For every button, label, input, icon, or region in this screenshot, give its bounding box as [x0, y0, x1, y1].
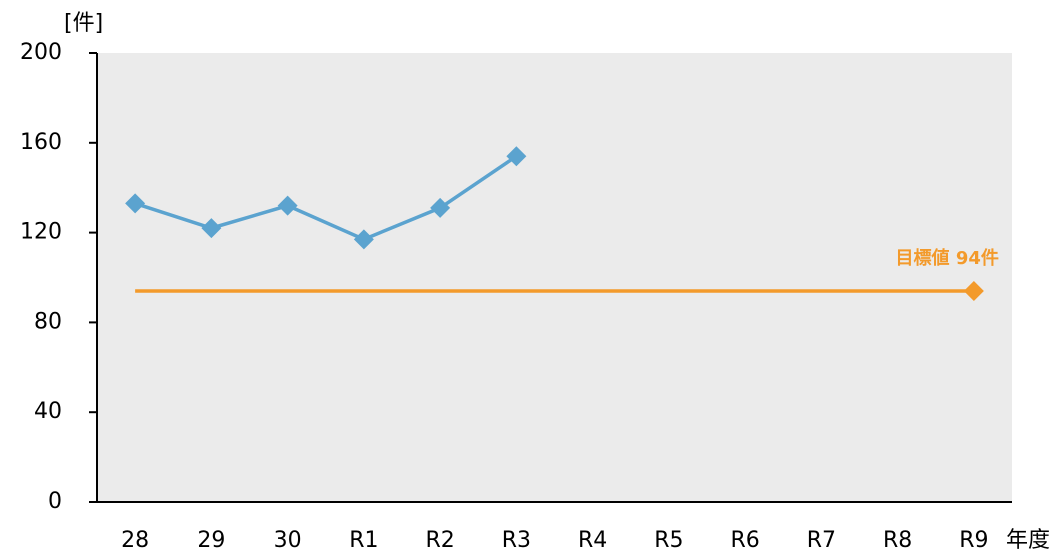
x-tick-label: R3	[502, 528, 531, 553]
x-axis-label: 年度	[1006, 528, 1050, 553]
y-tick-label: 120	[20, 220, 62, 245]
series-line	[134, 154, 518, 242]
x-tick-label: 30	[274, 528, 302, 553]
x-tick-label: R4	[578, 528, 607, 553]
plot-area	[97, 53, 1012, 502]
x-tick-label: R6	[730, 528, 759, 553]
y-tick-label: 0	[48, 489, 62, 514]
x-tick-label: R7	[807, 528, 836, 553]
x-tick-label: R1	[349, 528, 378, 553]
y-tick-label: 40	[34, 399, 62, 424]
y-tick-label: 80	[34, 309, 62, 334]
x-tick-label: R2	[425, 528, 454, 553]
marker	[201, 218, 222, 239]
annotation: 目標値 94件	[896, 247, 999, 269]
marker	[963, 280, 984, 301]
x-tick-label: 29	[197, 528, 225, 553]
marker	[353, 229, 374, 250]
marker	[506, 146, 527, 167]
marker	[125, 193, 146, 214]
y-tick-label: 200	[20, 40, 62, 65]
x-tick-label: R8	[883, 528, 912, 553]
y-axis-label: [件]	[64, 11, 103, 36]
marker	[430, 197, 451, 218]
x-tick-label: R5	[654, 528, 683, 553]
x-tick-label: 28	[121, 528, 149, 553]
marker	[277, 195, 298, 216]
y-tick-label: 160	[20, 130, 62, 155]
x-tick-label: R9	[959, 528, 988, 553]
